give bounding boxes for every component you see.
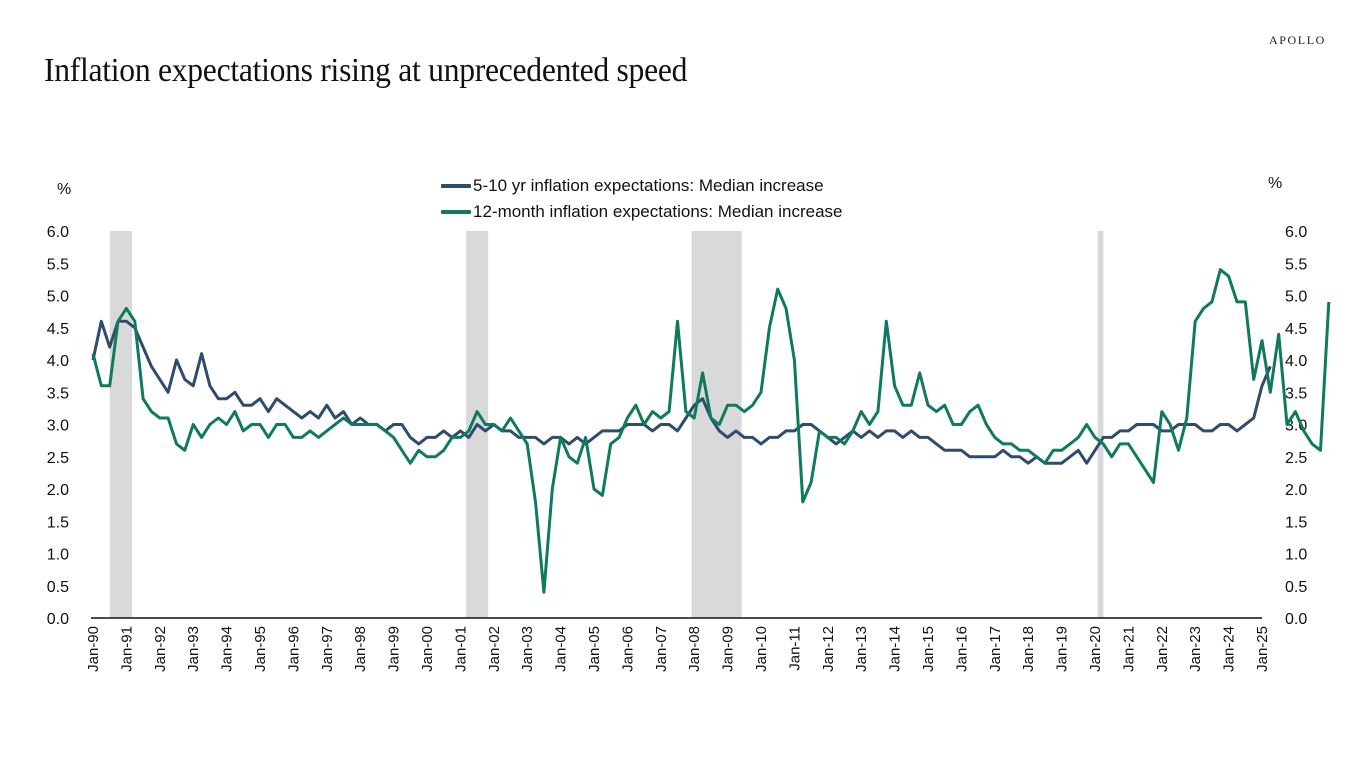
y-tick-label-left: 0.0 bbox=[47, 611, 69, 628]
x-tick-label: Jan-20 bbox=[1087, 626, 1104, 672]
x-tick-label: Jan-07 bbox=[653, 626, 670, 672]
y-tick-label-right: 4.0 bbox=[1285, 353, 1307, 370]
y-tick-label-left: 2.0 bbox=[47, 482, 69, 499]
x-tick-label: Jan-06 bbox=[619, 626, 636, 672]
legend-swatch-5-10yr bbox=[441, 184, 471, 188]
y-tick-label-right: 4.5 bbox=[1285, 321, 1307, 338]
y-tick-label-right: 3.5 bbox=[1285, 385, 1307, 402]
chart-title: Inflation expectations rising at unprece… bbox=[44, 52, 688, 89]
x-tick-label: Jan-03 bbox=[519, 626, 536, 672]
y-tick-label-right: 1.5 bbox=[1285, 514, 1307, 531]
legend-label-5-10yr: 5-10 yr inflation expectations: Median i… bbox=[473, 176, 824, 195]
series-line-12-month bbox=[91, 268, 1331, 594]
series-lines bbox=[91, 268, 1331, 594]
x-tick-label: Jan-17 bbox=[987, 626, 1004, 672]
legend: 5-10 yr inflation expectations: Median i… bbox=[441, 173, 843, 225]
brand-logo: APOLLO bbox=[1269, 33, 1326, 47]
x-tick-label: Jan-10 bbox=[753, 626, 770, 672]
x-tick-label: Jan-98 bbox=[352, 626, 369, 672]
x-tick-label: Jan-92 bbox=[152, 626, 169, 672]
x-tick-label: Jan-97 bbox=[319, 626, 336, 672]
recession-band bbox=[109, 231, 133, 618]
x-tick-label: Jan-16 bbox=[953, 626, 970, 672]
x-tick-label: Jan-00 bbox=[419, 626, 436, 672]
y-tick-label-left: 4.0 bbox=[47, 353, 69, 370]
x-tick-label: Jan-93 bbox=[185, 626, 202, 672]
y-tick-label-left: 2.5 bbox=[47, 450, 69, 467]
x-tick-label: Jan-91 bbox=[118, 626, 135, 672]
y-tick-label-right: 2.5 bbox=[1285, 450, 1307, 467]
y-tick-label-left: 3.5 bbox=[47, 385, 69, 402]
y-tick-label-right: 3.0 bbox=[1285, 418, 1307, 435]
y-tick-label-left: 5.5 bbox=[47, 256, 69, 273]
recession-band bbox=[1097, 231, 1104, 618]
x-tick-label: Jan-02 bbox=[486, 626, 503, 672]
x-tick-label: Jan-15 bbox=[920, 626, 937, 672]
axes: 0.0 0.0 0.5 0.5 1.0 1.0 1.5 1.5 2.0 2.0 2.5 2.5 3.0 3… bbox=[47, 224, 1308, 672]
y-tick-label-right: 0.0 bbox=[1285, 611, 1307, 628]
x-tick-label: Jan-14 bbox=[887, 626, 904, 672]
x-tick-label: Jan-08 bbox=[686, 626, 703, 672]
y-tick-label-left: 3.0 bbox=[47, 418, 69, 435]
x-tick-label: Jan-01 bbox=[452, 626, 469, 672]
x-tick-label: Jan-94 bbox=[219, 626, 236, 672]
x-tick-label: Jan-18 bbox=[1020, 626, 1037, 672]
x-tick-label: Jan-22 bbox=[1154, 626, 1171, 672]
y-tick-label-right: 0.5 bbox=[1285, 579, 1307, 596]
x-tick-label: Jan-19 bbox=[1054, 626, 1071, 672]
x-tick-label: Jan-24 bbox=[1221, 626, 1238, 672]
y-tick-label-left: 5.0 bbox=[47, 289, 69, 306]
x-tick-label: Jan-21 bbox=[1120, 626, 1137, 672]
y-tick-label-left: 1.5 bbox=[47, 514, 69, 531]
y-tick-label-left: 4.5 bbox=[47, 321, 69, 338]
y-tick-label-right: 2.0 bbox=[1285, 482, 1307, 499]
y-tick-label-right: 5.0 bbox=[1285, 289, 1307, 306]
x-tick-label: Jan-25 bbox=[1254, 626, 1271, 672]
series-line-5-10yr bbox=[91, 319, 1272, 465]
y-tick-label-left: 1.0 bbox=[47, 547, 69, 564]
y-tick-label-right: 1.0 bbox=[1285, 547, 1307, 564]
x-tick-label: Jan-96 bbox=[285, 626, 302, 672]
x-tick-label: Jan-90 bbox=[85, 626, 102, 672]
y-tick-label-left: 6.0 bbox=[47, 224, 69, 241]
x-tick-label: Jan-05 bbox=[586, 626, 603, 672]
legend-item-12-month: 12-month inflation expectations: Median … bbox=[441, 199, 843, 225]
y-tick-label-right: 5.5 bbox=[1285, 256, 1307, 273]
y-axis-unit-right: % bbox=[1268, 175, 1283, 192]
x-tick-label: Jan-23 bbox=[1187, 626, 1204, 672]
x-tick-label: Jan-99 bbox=[386, 626, 403, 672]
y-axis-unit-left: % bbox=[57, 181, 72, 198]
x-tick-label: Jan-04 bbox=[553, 626, 570, 672]
legend-label-12-month: 12-month inflation expectations: Median … bbox=[473, 202, 843, 221]
x-tick-label: Jan-12 bbox=[820, 626, 837, 672]
x-tick-label: Jan-95 bbox=[252, 626, 269, 672]
x-tick-label: Jan-11 bbox=[786, 626, 803, 671]
x-tick-label: Jan-09 bbox=[720, 626, 737, 672]
y-tick-label-left: 0.5 bbox=[47, 579, 69, 596]
legend-swatch-12-month bbox=[441, 210, 471, 214]
x-tick-label: Jan-13 bbox=[853, 626, 870, 672]
y-tick-label-right: 6.0 bbox=[1285, 224, 1307, 241]
legend-item-5-10yr: 5-10 yr inflation expectations: Median i… bbox=[441, 173, 843, 199]
